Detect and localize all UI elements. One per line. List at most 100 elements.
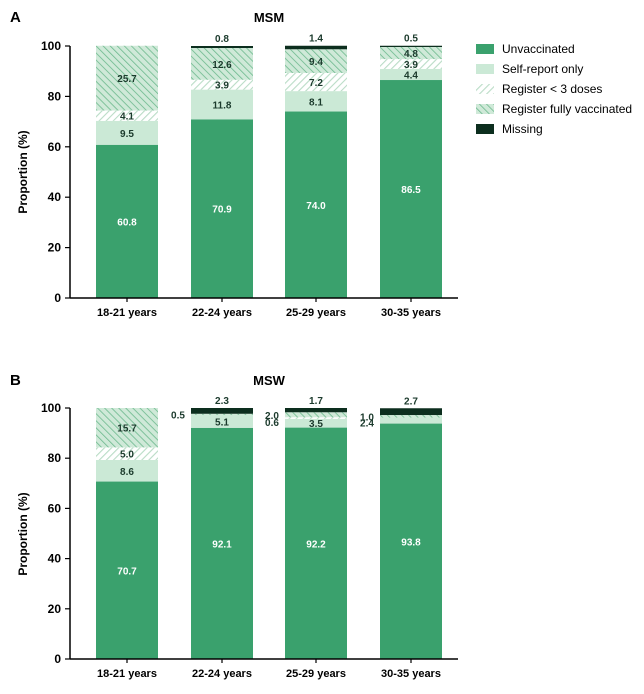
y-tick-label-b-60: 60 xyxy=(48,501,62,515)
data-label-a-register_full-4: 4.8 xyxy=(404,49,418,60)
data-label-b-unvaccinated-2: 92.1 xyxy=(212,539,232,550)
legend-swatch-unvaccinated xyxy=(476,44,494,54)
legend-item-self-report: Self-report only xyxy=(476,62,583,76)
bar-a-self_report-4 xyxy=(380,68,442,81)
data-label-a-register_lt3-3: 7.2 xyxy=(309,78,323,89)
y-tick-label-b-0: 0 xyxy=(54,652,61,666)
bar-a-register_full-2 xyxy=(191,48,253,80)
y-tick-label-a-100: 100 xyxy=(41,39,61,53)
x-tick-label-b-4: 30-35 years xyxy=(381,668,441,680)
data-label-b-register_lt3-3: 0.6 xyxy=(265,418,279,429)
data-label-a-unvaccinated-3: 74.0 xyxy=(306,201,326,212)
data-label-b-self_report-1: 8.6 xyxy=(120,467,134,478)
data-label-b-self_report-3: 3.5 xyxy=(309,419,323,430)
x-tick-label-b-3: 25-29 years xyxy=(286,668,346,680)
data-label-a-register_full-3: 9.4 xyxy=(309,57,323,68)
data-label-a-register_lt3-4: 3.9 xyxy=(404,60,418,71)
bar-b-register_full-3 xyxy=(285,412,347,418)
legend-label-missing: Missing xyxy=(502,122,543,136)
y-tick-label-b-80: 80 xyxy=(48,451,62,465)
bar-b-unvaccinated-2 xyxy=(191,427,253,659)
panel-a-title: MSM xyxy=(254,10,284,25)
bar-b-register_lt3-1 xyxy=(96,447,158,460)
y-tick-label-a-60: 60 xyxy=(48,140,62,154)
legend-label-register-full: Register fully vaccinated xyxy=(502,102,632,116)
bar-a-self_report-1 xyxy=(96,120,158,145)
data-label-b-register_lt3-1: 5.0 xyxy=(120,450,134,461)
y-tick-label-a-20: 20 xyxy=(48,241,62,255)
bar-a-unvaccinated-3 xyxy=(285,111,347,299)
bar-a-missing-4 xyxy=(380,45,442,48)
data-label-a-unvaccinated-1: 60.8 xyxy=(117,217,137,228)
y-tick-label-a-0: 0 xyxy=(54,291,61,305)
y-tick-label-b-100: 100 xyxy=(41,401,61,415)
bar-a-register_lt3-3 xyxy=(285,72,347,92)
x-tick-label-a-2: 22-24 years xyxy=(192,307,252,319)
data-label-b-register_full-4: 1.0 xyxy=(360,412,374,423)
data-label-b-self_report-2: 5.1 xyxy=(215,417,229,428)
panel-a: A MSM Proportion (%) 60.8 9.5 4.1 25.7 18-21… xyxy=(10,9,458,319)
panel-a-ylabel: Proportion (%) xyxy=(16,130,30,213)
bar-b-self_report-4 xyxy=(380,417,442,424)
data-label-a-unvaccinated-4: 86.5 xyxy=(401,185,421,196)
data-label-a-unvaccinated-2: 70.9 xyxy=(212,205,232,216)
x-tick-label-a-1: 18-21 years xyxy=(97,307,157,319)
bar-a-missing-2 xyxy=(191,46,253,49)
panel-b-plot: 70.7 8.6 5.0 15.7 18-21 years 92.1 5.1 0.5 2.3 22… xyxy=(41,396,458,680)
data-label-b-missing-2: 2.3 xyxy=(215,396,229,407)
bar-a-missing-3 xyxy=(285,45,347,50)
legend-swatch-register-full xyxy=(476,104,494,114)
bar-a-register_lt3-4 xyxy=(380,59,442,69)
bar-a-register_lt3-2 xyxy=(191,79,253,90)
legend-item-unvaccinated: Unvaccinated xyxy=(476,42,575,56)
legend-item-missing: Missing xyxy=(476,122,543,136)
legend-item-register-full: Register fully vaccinated xyxy=(476,102,632,116)
panel-b-title: MSW xyxy=(253,373,286,388)
data-label-b-self_report-4: 2.4 xyxy=(360,419,374,430)
panel-b-letter: B xyxy=(10,372,21,389)
data-label-a-register_lt3-1: 4.1 xyxy=(120,112,134,123)
data-label-a-missing-4: 0.5 xyxy=(404,34,418,45)
data-label-b-missing-3: 1.7 xyxy=(309,396,323,407)
bar-a-register_full-4 xyxy=(380,47,442,60)
x-tick-label-a-3: 25-29 years xyxy=(286,307,346,319)
y-tick-label-a-80: 80 xyxy=(48,89,62,103)
data-label-b-missing-4: 2.7 xyxy=(404,396,418,407)
bar-b-self_report-3 xyxy=(285,418,347,428)
bar-b-missing-3 xyxy=(285,408,347,413)
bar-a-register_full-1 xyxy=(96,45,158,111)
bar-b-unvaccinated-1 xyxy=(96,481,158,659)
y-tick-label-a-40: 40 xyxy=(48,190,62,204)
legend-swatch-self-report xyxy=(476,64,494,74)
legend-label-register-lt3: Register < 3 doses xyxy=(502,82,602,96)
bar-b-self_report-2 xyxy=(191,415,253,428)
data-label-b-register_full-3: 2.0 xyxy=(265,411,279,422)
y-tick-label-b-20: 20 xyxy=(48,602,62,616)
bar-b-self_report-1 xyxy=(96,459,158,482)
data-label-a-missing-3: 1.4 xyxy=(309,34,323,45)
x-tick-label-b-1: 18-21 years xyxy=(97,668,157,680)
x-tick-label-a-4: 30-35 years xyxy=(381,307,441,319)
legend-label-self-report: Self-report only xyxy=(502,62,583,76)
bar-b-register_full-2 xyxy=(191,413,253,416)
data-label-a-register_lt3-2: 3.9 xyxy=(215,81,229,92)
data-label-a-register_full-2: 12.6 xyxy=(212,60,232,71)
data-label-a-self_report-2: 11.8 xyxy=(213,100,232,111)
bar-b-missing-2 xyxy=(191,408,253,414)
panel-b: B MSW Proportion (%) 70.7 8.6 5.0 15.7 18-21… xyxy=(10,372,458,680)
panel-b-ylabel: Proportion (%) xyxy=(16,492,30,575)
bar-a-self_report-2 xyxy=(191,89,253,120)
bar-a-unvaccinated-2 xyxy=(191,119,253,298)
bar-a-self_report-3 xyxy=(285,91,347,112)
bar-a-unvaccinated-1 xyxy=(96,144,158,298)
legend-item-register-lt3: Register < 3 doses xyxy=(476,82,602,96)
bar-b-register_full-1 xyxy=(96,408,158,448)
bar-b-register_full-4 xyxy=(380,415,442,418)
panel-a-plot: 60.8 9.5 4.1 25.7 18-21 years 70.9 11.8 3.9 12.6… xyxy=(41,34,458,319)
bar-a-register_full-3 xyxy=(285,49,347,73)
data-label-a-missing-2: 0.8 xyxy=(215,34,229,45)
legend: Unvaccinated Self-report only Register <… xyxy=(476,42,632,136)
data-label-a-self_report-3: 8.1 xyxy=(309,97,323,108)
y-tick-label-b-40: 40 xyxy=(48,552,62,566)
